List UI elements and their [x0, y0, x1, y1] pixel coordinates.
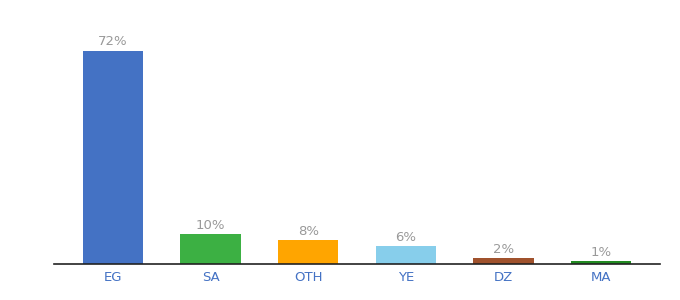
Bar — [83, 51, 143, 264]
Bar — [180, 234, 241, 264]
Bar — [571, 261, 631, 264]
Text: 1%: 1% — [590, 246, 611, 259]
Bar — [375, 246, 436, 264]
Text: 72%: 72% — [98, 35, 128, 48]
Text: 6%: 6% — [395, 231, 416, 244]
Bar — [473, 258, 534, 264]
Text: 2%: 2% — [493, 243, 514, 256]
Text: 10%: 10% — [196, 219, 225, 232]
Text: 8%: 8% — [298, 225, 319, 238]
Bar — [278, 240, 339, 264]
